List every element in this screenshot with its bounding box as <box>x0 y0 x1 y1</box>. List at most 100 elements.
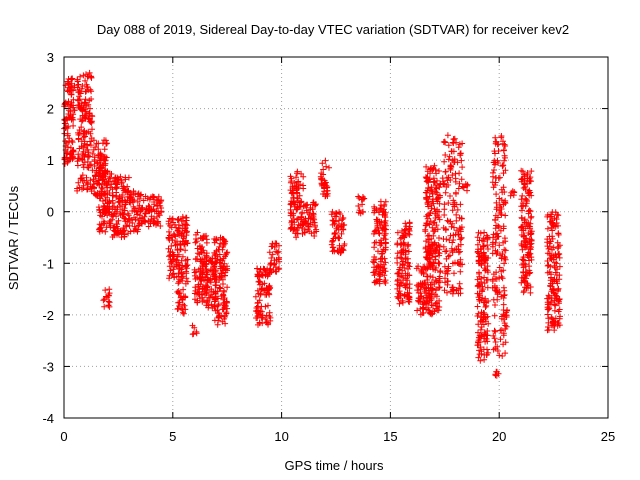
data-point <box>500 332 507 339</box>
data-point <box>431 228 438 235</box>
data-point <box>294 168 301 175</box>
data-point <box>76 88 83 95</box>
data-point <box>263 312 270 319</box>
data-point <box>138 191 144 198</box>
data-point <box>105 199 112 206</box>
data-point <box>175 216 182 222</box>
data-point <box>423 189 430 196</box>
data-point <box>428 235 435 242</box>
data-point <box>180 310 187 317</box>
data-point <box>323 191 330 198</box>
data-point <box>102 190 109 197</box>
data-point <box>484 242 491 249</box>
data-point <box>493 191 500 198</box>
data-point <box>98 222 105 229</box>
data-point <box>182 227 189 234</box>
data-cluster <box>165 213 191 287</box>
data-point <box>498 186 505 193</box>
data-point <box>490 271 497 278</box>
data-point <box>555 231 562 238</box>
data-point <box>436 192 443 199</box>
data-point <box>377 242 384 249</box>
data-point <box>521 177 528 184</box>
data-point <box>142 218 149 225</box>
data-point <box>218 263 225 270</box>
data-point <box>526 267 533 274</box>
data-point <box>179 309 186 316</box>
data-point <box>459 164 466 171</box>
data-point <box>92 144 99 151</box>
data-point <box>445 200 452 206</box>
data-point <box>491 312 498 319</box>
data-point <box>173 256 180 263</box>
data-cluster <box>191 229 211 306</box>
data-point <box>483 351 490 358</box>
data-point <box>375 263 382 270</box>
data-point <box>157 202 164 209</box>
data-point <box>527 289 534 296</box>
data-point <box>271 257 278 264</box>
data-point <box>355 193 362 200</box>
data-point <box>179 301 186 308</box>
data-point <box>293 174 299 181</box>
data-point <box>474 283 481 289</box>
data-point <box>432 253 439 260</box>
data-point <box>339 246 346 253</box>
data-point <box>492 275 499 282</box>
data-point <box>67 114 74 121</box>
data-point <box>520 185 527 191</box>
data-point <box>184 256 191 263</box>
data-point <box>406 227 413 234</box>
data-point <box>81 99 88 106</box>
data-point <box>203 261 210 268</box>
data-point <box>179 253 186 260</box>
data-point <box>433 185 440 192</box>
data-point <box>551 292 558 299</box>
data-point <box>444 217 451 224</box>
data-point <box>83 102 90 109</box>
data-point <box>518 167 525 174</box>
data-point <box>199 285 206 292</box>
data-point <box>172 242 179 249</box>
data-point <box>328 211 335 218</box>
data-cluster <box>266 240 283 277</box>
data-point <box>220 236 227 243</box>
data-point <box>426 309 433 315</box>
data-point <box>371 254 378 260</box>
data-point <box>500 267 507 274</box>
data-point <box>340 215 347 221</box>
data-point <box>175 270 182 277</box>
data-point <box>519 207 525 214</box>
data-point <box>485 298 492 304</box>
data-point <box>378 237 384 244</box>
data-point <box>85 87 92 94</box>
data-point <box>454 159 461 166</box>
data-point <box>507 192 514 199</box>
data-point <box>102 287 109 294</box>
data-point <box>556 272 563 279</box>
data-point <box>258 286 265 293</box>
data-point <box>434 208 441 215</box>
data-point <box>301 217 308 224</box>
data-point <box>377 205 384 211</box>
data-point <box>420 304 427 311</box>
data-point <box>104 184 111 191</box>
data-point <box>528 230 535 237</box>
data-point <box>74 162 81 169</box>
data-point <box>122 189 129 196</box>
data-point <box>221 313 228 320</box>
data-point <box>372 279 379 286</box>
data-point <box>484 346 490 353</box>
data-point <box>435 214 442 220</box>
data-point <box>397 254 404 261</box>
data-point <box>113 194 120 200</box>
x-tick-label: 25 <box>601 429 615 444</box>
data-point <box>519 192 526 199</box>
data-point <box>425 179 432 186</box>
data-point <box>141 213 148 220</box>
data-point <box>179 306 186 313</box>
data-point <box>139 204 146 211</box>
data-point <box>331 247 338 254</box>
data-point <box>289 218 295 225</box>
data-point <box>114 231 120 238</box>
